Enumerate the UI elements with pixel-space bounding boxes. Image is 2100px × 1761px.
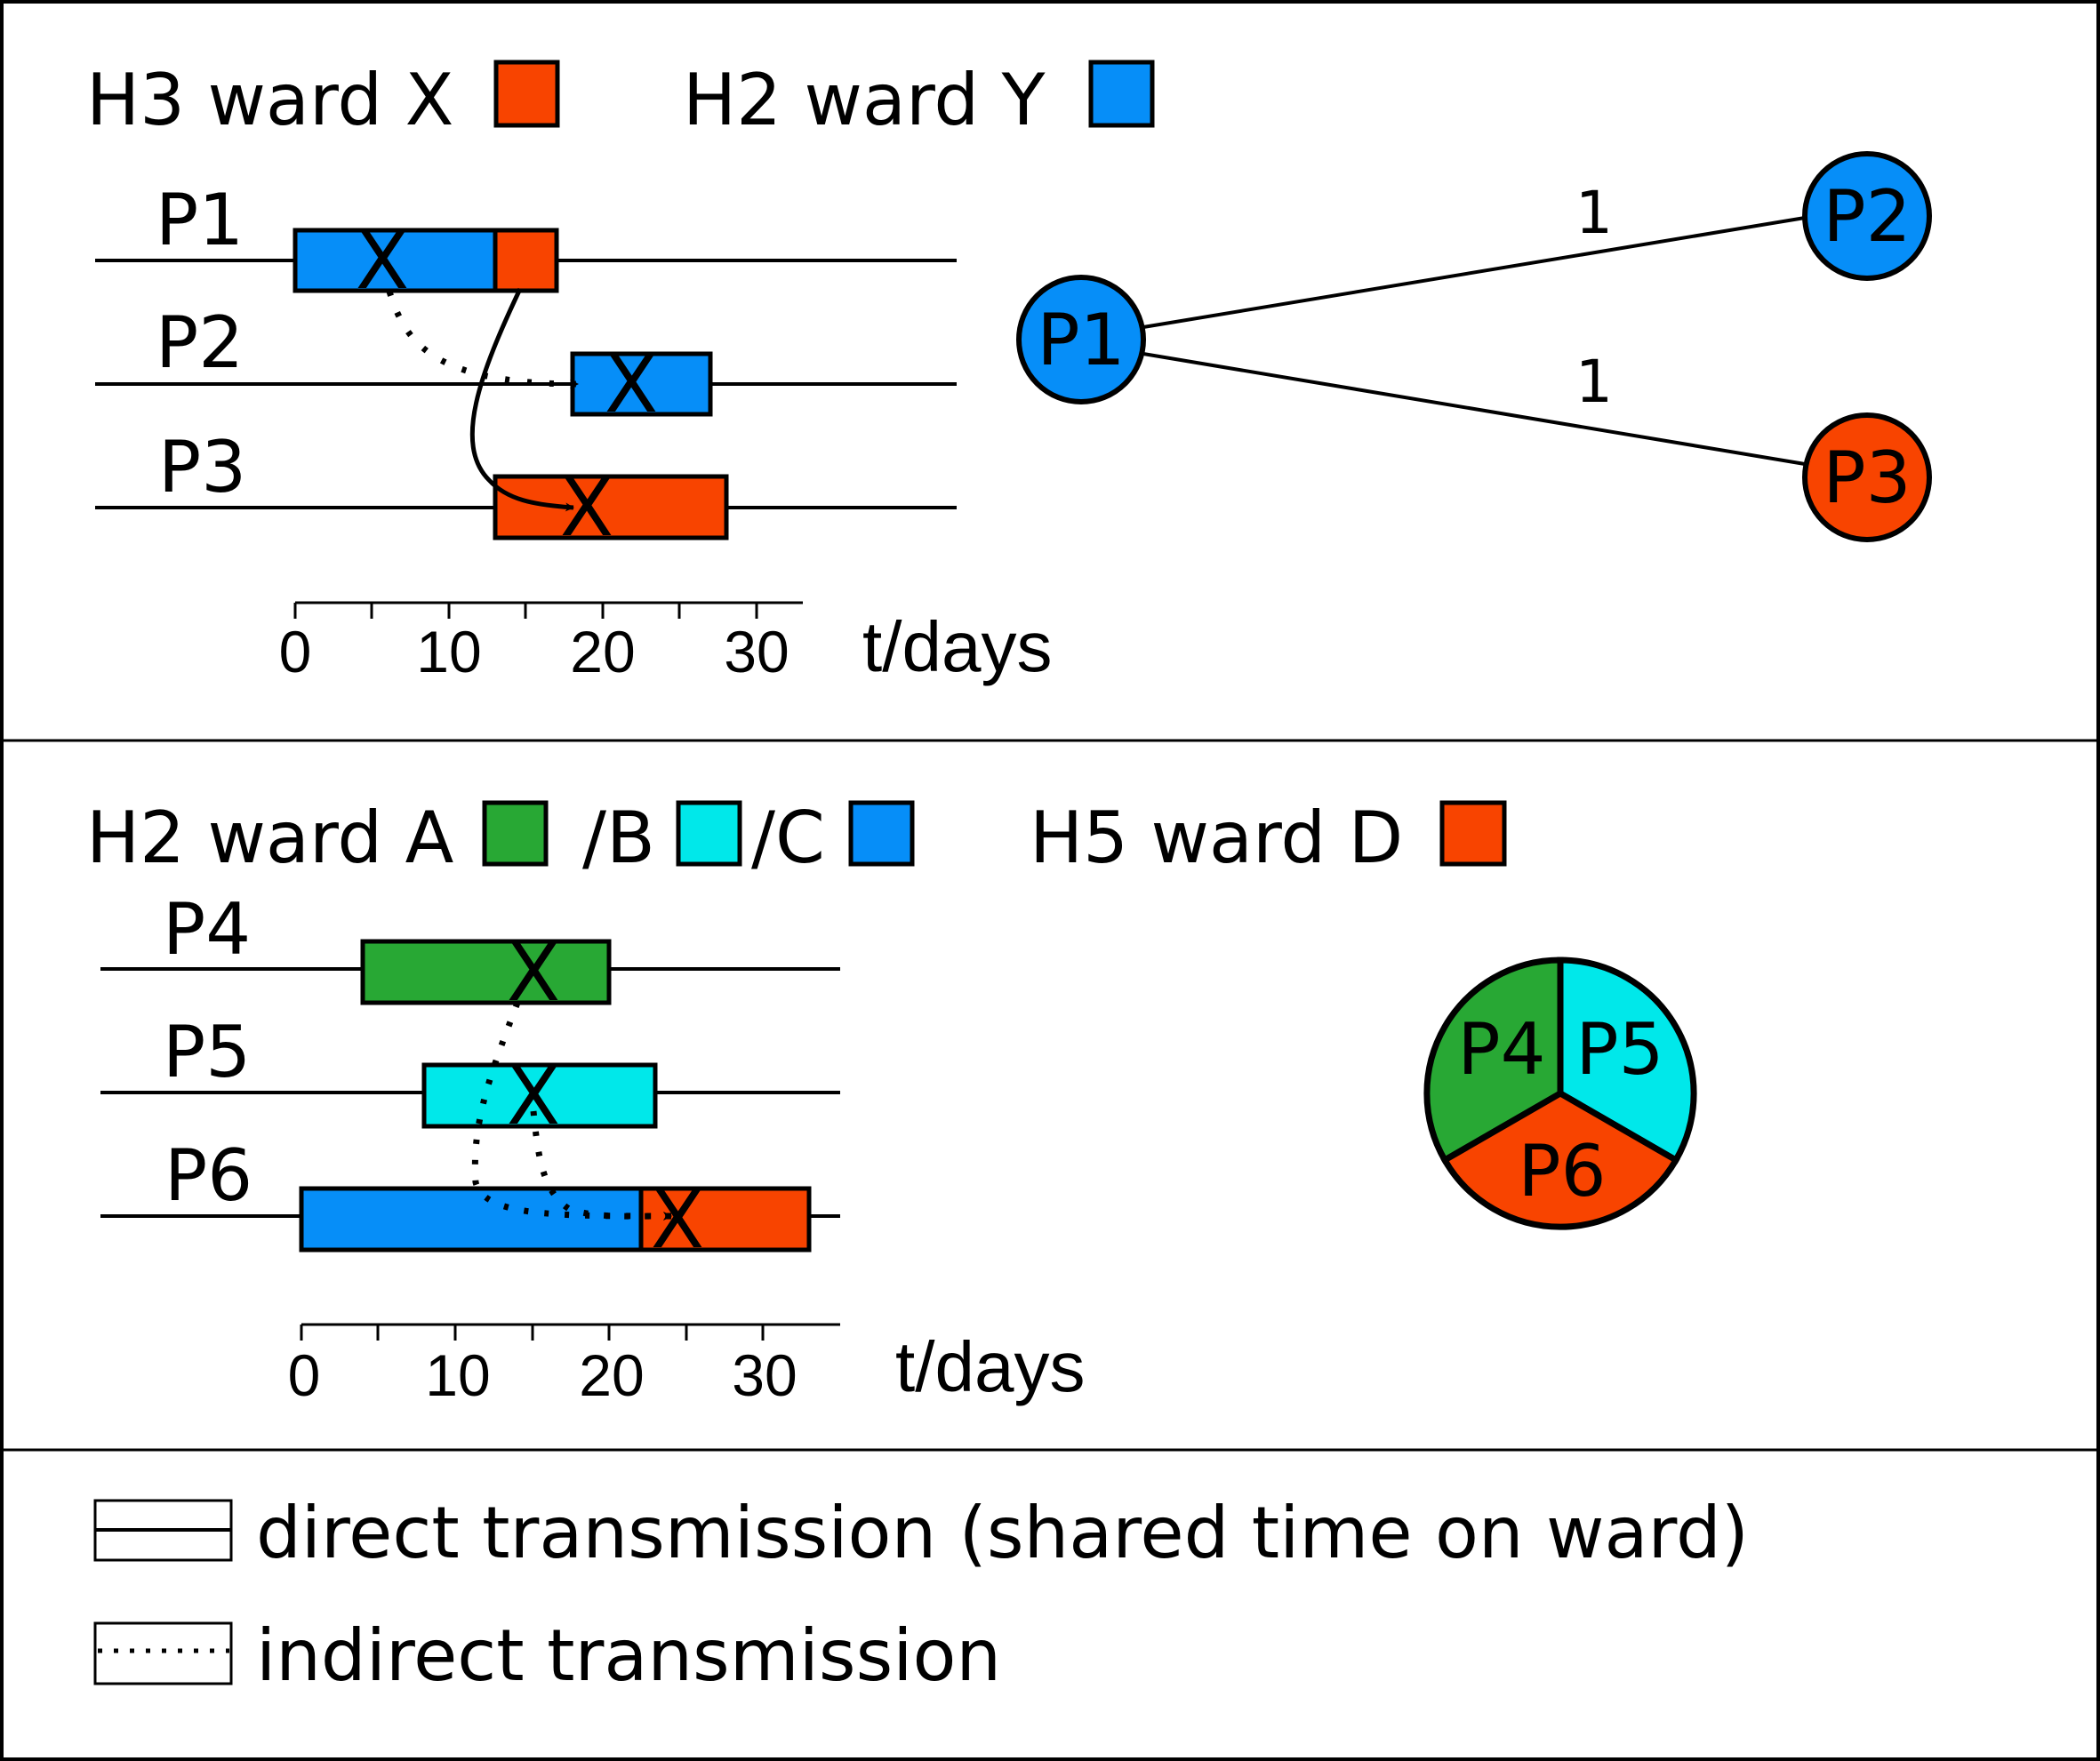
node-label: P3 xyxy=(1823,436,1911,519)
indirect-transmission-arrow xyxy=(471,1001,672,1221)
infection-marker: X xyxy=(356,215,409,307)
legend-label: H2 ward Y xyxy=(683,59,1046,141)
network-node xyxy=(1802,412,1932,542)
axis-tick-label: 30 xyxy=(724,619,789,684)
axis-tick-label: 0 xyxy=(288,1342,321,1408)
pie-label: P5 xyxy=(1575,1008,1663,1091)
stay-bar xyxy=(360,939,612,1005)
edge-weight: 1 xyxy=(1575,179,1613,247)
network-edge xyxy=(1142,216,1806,329)
legend-label: H5 ward D xyxy=(1030,796,1403,879)
time-axis xyxy=(293,601,803,619)
axis-tick-label: 10 xyxy=(416,619,481,684)
node-label: P2 xyxy=(1823,175,1911,258)
stay-bar xyxy=(299,1186,644,1253)
pie-label: P6 xyxy=(1518,1130,1606,1213)
stay-bar xyxy=(493,474,729,540)
legend-label: /B xyxy=(582,796,655,879)
key-direct-label: direct transmission (shared time on ward… xyxy=(256,1492,1749,1574)
panel1: H3 ward X H2 ward Y P1 P2 P3 X X X xyxy=(86,59,1932,686)
axis-tick-label: 10 xyxy=(425,1342,490,1408)
network-edge xyxy=(1142,352,1806,466)
time-axis xyxy=(300,1323,840,1341)
legend-label: /C xyxy=(751,796,825,879)
pie-label: P4 xyxy=(1457,1008,1545,1091)
infection-marker: X xyxy=(651,1174,704,1266)
patient-label: P3 xyxy=(158,426,246,508)
network-node xyxy=(1016,275,1146,404)
key-indirect-symbol xyxy=(93,1621,233,1685)
legend-label: H2 ward A xyxy=(86,796,454,879)
legend-label: H3 ward X xyxy=(86,59,453,141)
patient-label: P6 xyxy=(164,1134,252,1217)
infection-marker: X xyxy=(507,1051,560,1142)
legend-swatch-orange xyxy=(493,60,560,128)
legend-swatch-orange xyxy=(1439,800,1507,867)
legend-swatch-blue xyxy=(848,800,915,867)
infection-marker: X xyxy=(605,339,658,430)
axis-tick-label: 20 xyxy=(570,619,635,684)
axis-tick-label: 0 xyxy=(279,619,312,684)
axis-label: t/days xyxy=(862,607,1052,686)
patient-label: P1 xyxy=(156,179,244,261)
legend-swatch-blue xyxy=(1088,60,1155,128)
axis-tick-label: 30 xyxy=(732,1342,797,1408)
patient-label: P5 xyxy=(163,1011,251,1093)
axis-tick-label: 20 xyxy=(579,1342,644,1408)
key-indirect-label: indirect transmission xyxy=(256,1614,1001,1697)
pie-slice-p6 xyxy=(1440,1089,1680,1230)
direct-transmission-arrow xyxy=(469,287,574,512)
patient-label: P4 xyxy=(163,888,251,971)
node-label: P1 xyxy=(1037,299,1125,381)
panel2: H2 ward A /B /C H5 ward D P4 P5 P6 X X X xyxy=(86,796,1697,1408)
legend-swatch-cyan xyxy=(676,800,742,867)
cluster-pie xyxy=(1423,957,1697,1230)
key: direct transmission (shared time on ward… xyxy=(93,1492,1749,1697)
patient-label: P2 xyxy=(156,301,244,384)
stay-bar xyxy=(493,228,559,293)
legend-swatch-green xyxy=(482,800,549,867)
stay-bar xyxy=(421,1062,658,1129)
network-node xyxy=(1802,151,1932,281)
axis-label: t/days xyxy=(895,1327,1085,1406)
edge-weight: 1 xyxy=(1575,348,1613,416)
